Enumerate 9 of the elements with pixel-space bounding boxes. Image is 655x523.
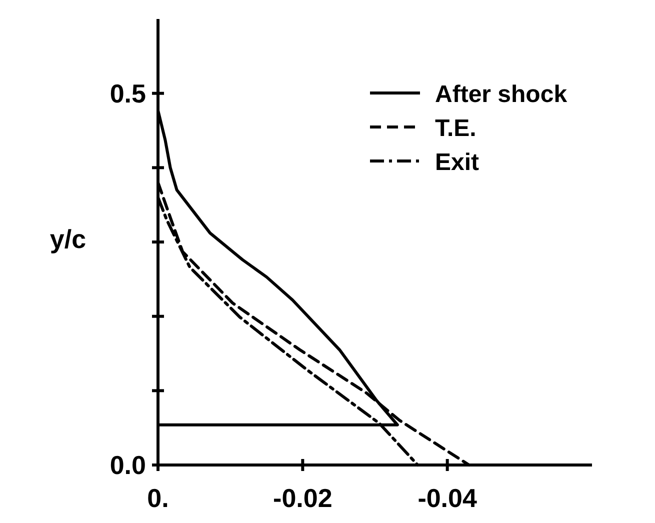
legend-label: T.E. [435, 115, 476, 142]
x-tick-label: 0. [147, 483, 169, 513]
x-tick-label: -0.02 [273, 483, 332, 513]
y-axis-title: y/c [50, 224, 86, 254]
y-tick-label: 0.0 [110, 450, 146, 480]
legend-label: Exit [435, 149, 480, 176]
y-tick-label: 0.5 [110, 78, 146, 108]
x-tick-label: -0.04 [418, 483, 478, 513]
legend-label: After shock [435, 81, 568, 108]
